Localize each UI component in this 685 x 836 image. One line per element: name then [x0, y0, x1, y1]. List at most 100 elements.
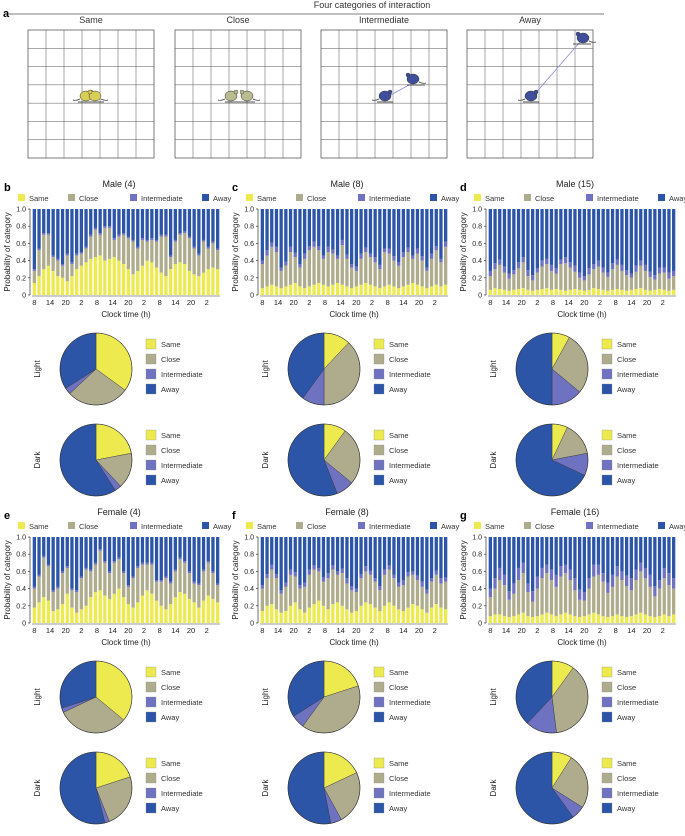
- bar-away: [639, 537, 643, 563]
- bar-close: [444, 246, 448, 285]
- bar-close: [93, 564, 98, 593]
- pie-legend-label: Away: [161, 476, 179, 485]
- legend-label: Away: [441, 522, 459, 531]
- bar-same: [79, 609, 83, 623]
- bar-away: [65, 537, 69, 567]
- bar-same: [159, 605, 163, 623]
- bar-close: [540, 578, 544, 615]
- bar-intermediate: [335, 255, 340, 259]
- bar-same: [331, 284, 335, 295]
- bar-intermediate: [211, 241, 215, 244]
- bar-away: [335, 209, 340, 256]
- pie-legend-swatch-intermediate: [373, 459, 385, 471]
- bar-close: [373, 581, 377, 608]
- panel-letter: c: [232, 182, 238, 194]
- bar-same: [65, 593, 69, 623]
- bar-close: [279, 270, 283, 289]
- mouse-icon-ear: [533, 89, 539, 95]
- bar-close: [159, 236, 163, 273]
- x-tick-label: 20: [580, 298, 588, 307]
- bar-away: [32, 209, 36, 270]
- bar-same: [84, 605, 88, 623]
- pie-legend-swatch-away: [145, 802, 157, 814]
- bar-close: [596, 266, 601, 289]
- bar-close: [368, 257, 373, 285]
- bar-same: [350, 612, 354, 623]
- bar-intermediate: [211, 571, 215, 574]
- bar-intermediate: [563, 257, 568, 264]
- bar-same: [401, 286, 405, 295]
- bar-close: [326, 252, 330, 287]
- bar-intermediate: [573, 265, 577, 272]
- x-tick-label: 20: [290, 298, 298, 307]
- bar-away: [629, 209, 633, 274]
- y-tick-label: 0.8: [472, 552, 482, 559]
- bar-intermediate: [89, 234, 93, 237]
- bar-intermediate: [587, 578, 591, 589]
- bar-same: [582, 616, 586, 623]
- bar-intermediate: [488, 270, 492, 277]
- bar-close: [32, 588, 36, 608]
- bar-intermediate: [298, 585, 302, 589]
- bar-intermediate: [364, 566, 368, 572]
- bar-close: [112, 562, 116, 594]
- bar-same: [629, 616, 633, 623]
- bar-same: [93, 592, 98, 623]
- y-tick-label: 0.8: [472, 224, 482, 231]
- panel-b: b Male (4) Same Close Intermediate Away Probab…: [3, 179, 231, 497]
- bar-same: [164, 276, 168, 295]
- bar-close: [122, 234, 126, 265]
- bar-same: [359, 284, 363, 295]
- pie-dark-label: Dark: [261, 779, 270, 797]
- bar-same: [639, 288, 643, 295]
- x-tick-label: 20: [62, 626, 70, 635]
- legend-swatch-close: [68, 522, 75, 529]
- bar-close: [307, 574, 311, 608]
- bar-close: [131, 578, 135, 608]
- bar-intermediate: [643, 567, 648, 579]
- bar-away: [444, 537, 448, 578]
- bar-intermediate: [629, 273, 633, 278]
- y-tick-label: 0.6: [472, 569, 482, 576]
- bar-same: [42, 597, 46, 623]
- bar-away: [187, 209, 192, 237]
- pie-legend-label: Intermediate: [161, 370, 203, 379]
- bar-same: [107, 598, 112, 623]
- bar-close: [373, 262, 377, 287]
- bar-intermediate: [201, 569, 206, 572]
- bar-same: [126, 604, 130, 623]
- pie-legend-swatch-same: [601, 429, 613, 441]
- bar-close: [42, 234, 46, 270]
- bar-away: [672, 537, 676, 579]
- bar-away: [531, 209, 535, 276]
- panel-d: d Male (15) Same Close Intermediate Away Proba…: [459, 179, 685, 497]
- bar-intermediate: [648, 271, 652, 277]
- bar-intermediate: [639, 260, 643, 266]
- mouse-icon: [217, 89, 239, 102]
- bar-close: [164, 578, 168, 610]
- bar-away: [340, 537, 344, 569]
- y-tick-label: 0: [22, 293, 26, 300]
- bar-intermediate: [192, 581, 196, 584]
- bar-away: [51, 537, 55, 591]
- bar-close: [293, 257, 297, 283]
- bar-same: [592, 288, 596, 295]
- bar-close: [582, 600, 586, 617]
- bar-same: [573, 288, 577, 295]
- bar-same: [516, 614, 521, 623]
- pie-legend-swatch-away: [601, 383, 613, 395]
- pie-legend-swatch-same: [145, 429, 157, 441]
- bar-same: [51, 270, 55, 295]
- bar-away: [554, 537, 558, 575]
- bar-same: [578, 616, 582, 623]
- legend-label: Away: [669, 194, 685, 203]
- x-axis-label: Clock time (h): [557, 638, 607, 647]
- pie-legend-swatch-intermediate: [601, 696, 613, 708]
- bar-same: [425, 288, 429, 295]
- bar-away: [549, 209, 554, 265]
- bar-away: [397, 209, 401, 263]
- pie-legend-label: Same: [161, 759, 181, 768]
- bar-away: [587, 209, 591, 269]
- legend-swatch-close: [296, 194, 303, 201]
